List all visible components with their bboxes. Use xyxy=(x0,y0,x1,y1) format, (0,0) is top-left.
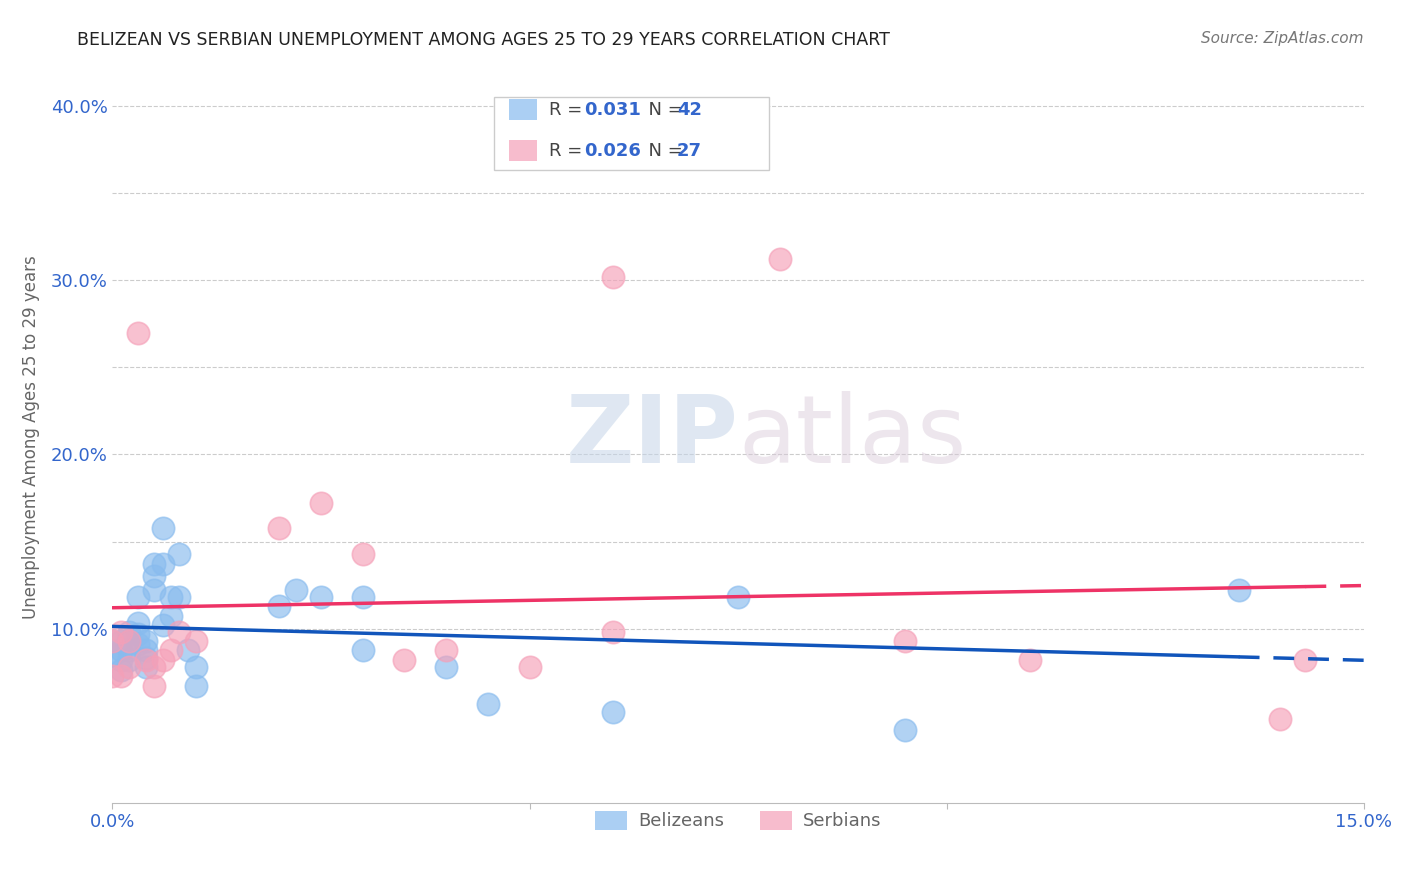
Point xyxy=(152,653,174,667)
Point xyxy=(152,521,174,535)
Point xyxy=(602,625,624,640)
FancyBboxPatch shape xyxy=(494,97,769,170)
Point xyxy=(1019,653,1042,667)
Point xyxy=(184,660,207,674)
Text: 27: 27 xyxy=(676,142,702,160)
Point xyxy=(184,633,207,648)
Text: R =: R = xyxy=(550,101,588,119)
Point xyxy=(127,627,149,641)
Point xyxy=(118,633,141,648)
Y-axis label: Unemployment Among Ages 25 to 29 years: Unemployment Among Ages 25 to 29 years xyxy=(21,255,39,619)
Point xyxy=(110,642,132,657)
Point xyxy=(184,679,207,693)
Point xyxy=(118,660,141,674)
Text: 0.026: 0.026 xyxy=(585,142,641,160)
Text: N =: N = xyxy=(637,101,689,119)
Point xyxy=(269,599,291,613)
Point xyxy=(269,521,291,535)
Point xyxy=(894,633,917,648)
Point xyxy=(143,679,166,693)
Point xyxy=(894,723,917,737)
Point xyxy=(110,633,132,648)
Point xyxy=(1294,653,1316,667)
Text: N =: N = xyxy=(637,142,689,160)
Point xyxy=(1227,583,1250,598)
Point xyxy=(143,660,166,674)
Point xyxy=(127,326,149,340)
FancyBboxPatch shape xyxy=(509,140,537,161)
Point xyxy=(118,653,141,667)
Point xyxy=(110,664,132,678)
Text: 0.031: 0.031 xyxy=(585,101,641,119)
Point xyxy=(769,252,792,267)
Point xyxy=(1270,712,1292,726)
Point xyxy=(394,653,416,667)
Point xyxy=(101,648,124,662)
Text: 42: 42 xyxy=(676,101,702,119)
Point xyxy=(110,625,132,640)
Point xyxy=(160,591,183,605)
Point xyxy=(101,668,124,682)
Point xyxy=(519,660,541,674)
Point xyxy=(309,496,332,510)
Point xyxy=(110,668,132,682)
Point xyxy=(127,591,149,605)
Point xyxy=(309,591,332,605)
Text: atlas: atlas xyxy=(738,391,966,483)
Point xyxy=(160,609,183,624)
Point xyxy=(352,547,374,561)
Point xyxy=(152,558,174,572)
Point xyxy=(101,633,124,648)
Point xyxy=(101,633,124,648)
Point xyxy=(434,642,457,657)
Point xyxy=(135,660,157,674)
Point xyxy=(727,591,749,605)
Legend: Belizeans, Serbians: Belizeans, Serbians xyxy=(588,804,889,838)
Point xyxy=(118,633,141,648)
Point xyxy=(352,642,374,657)
Point xyxy=(118,642,141,657)
Point xyxy=(143,558,166,572)
Text: BELIZEAN VS SERBIAN UNEMPLOYMENT AMONG AGES 25 TO 29 YEARS CORRELATION CHART: BELIZEAN VS SERBIAN UNEMPLOYMENT AMONG A… xyxy=(77,31,890,49)
Point xyxy=(135,651,157,665)
Point xyxy=(602,269,624,284)
Point xyxy=(143,569,166,583)
Point xyxy=(285,583,308,598)
Point xyxy=(152,618,174,632)
Point xyxy=(167,591,190,605)
Text: Source: ZipAtlas.com: Source: ZipAtlas.com xyxy=(1201,31,1364,46)
Point xyxy=(160,642,183,657)
FancyBboxPatch shape xyxy=(509,99,537,120)
Point xyxy=(143,583,166,598)
Point xyxy=(602,705,624,719)
Point xyxy=(477,697,499,711)
Point xyxy=(135,653,157,667)
Point xyxy=(176,642,198,657)
Point xyxy=(110,653,132,667)
Text: ZIP: ZIP xyxy=(565,391,738,483)
Point xyxy=(135,642,157,657)
Point xyxy=(118,625,141,640)
Point xyxy=(167,547,190,561)
Text: R =: R = xyxy=(550,142,588,160)
Point xyxy=(127,616,149,631)
Point xyxy=(127,637,149,651)
Point xyxy=(352,591,374,605)
Point xyxy=(135,633,157,648)
Point xyxy=(167,625,190,640)
Point xyxy=(434,660,457,674)
